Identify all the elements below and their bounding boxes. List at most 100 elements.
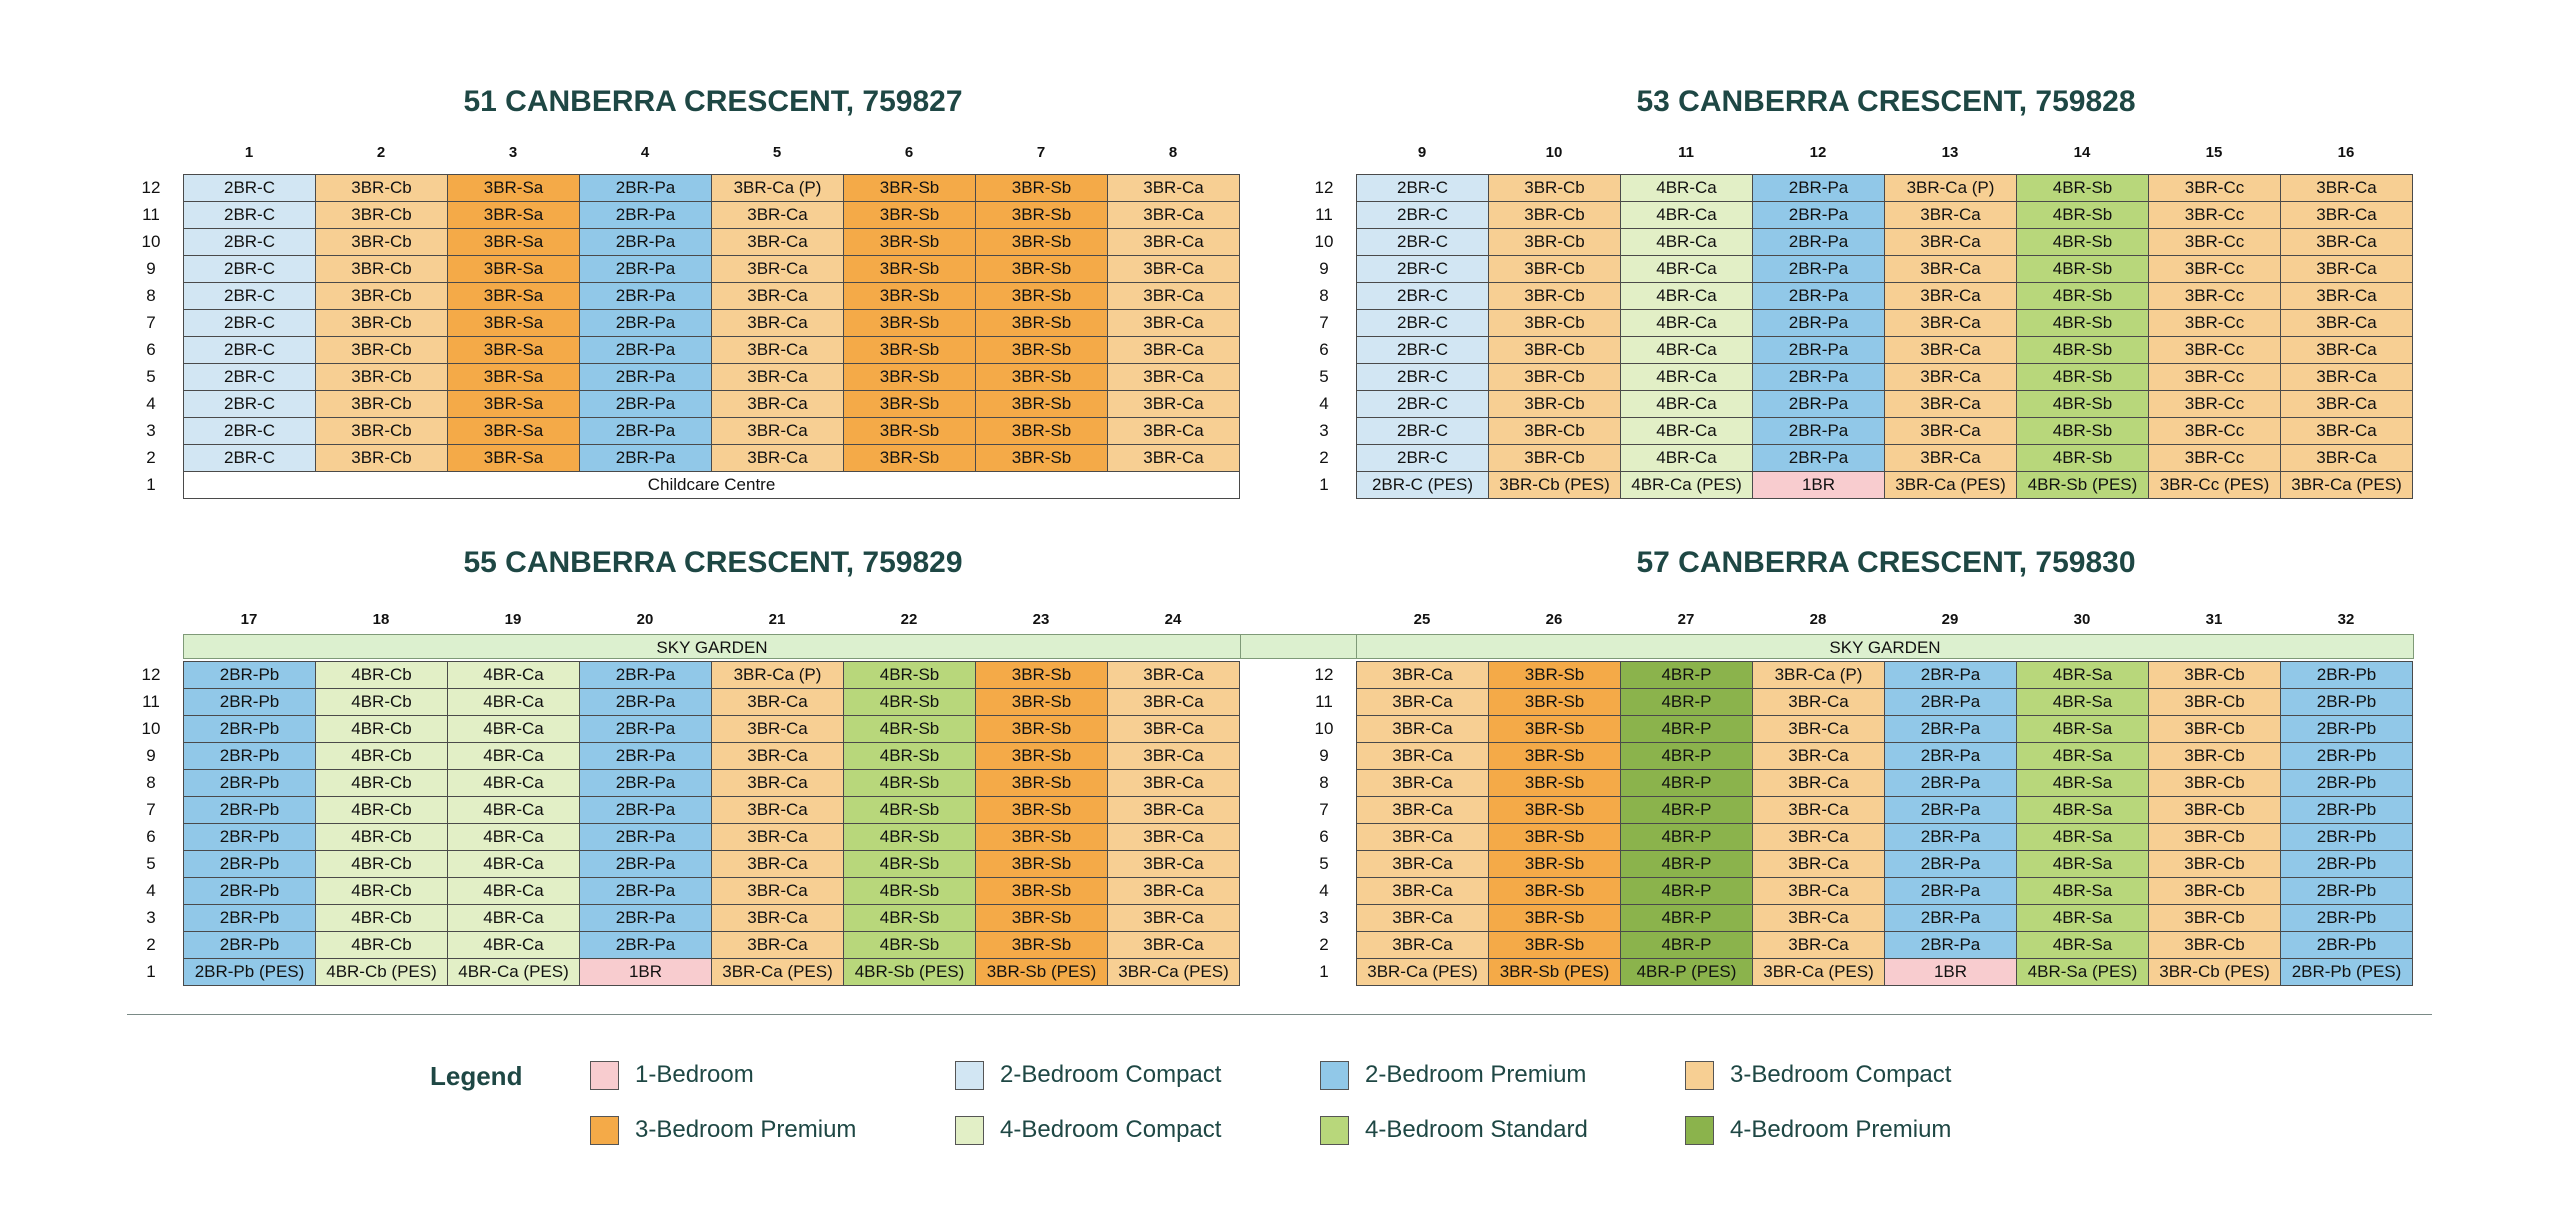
unit-cell: 4BR-Cb (316, 689, 448, 716)
column-header: 17 (240, 611, 258, 628)
unit-cell: 3BR-Ca (1108, 202, 1240, 229)
legend-item: 3-Bedroom Compact (1685, 1060, 1951, 1090)
unit-cell: 4BR-Cb (316, 932, 448, 959)
unit-cell: 3BR-Cb (316, 202, 448, 229)
unit-cell: 3BR-Ca (2281, 310, 2413, 337)
unit-cell: 3BR-Cb (1489, 391, 1621, 418)
legend-label: 1-Bedroom (635, 1061, 754, 1088)
unit-cell: 3BR-Ca (1885, 283, 2017, 310)
unit-cell: 2BR-Pb (184, 851, 316, 878)
unit-cell: 3BR-Ca (2281, 283, 2413, 310)
unit-cell: 4BR-P (1621, 797, 1753, 824)
unit-cell: 3BR-Ca (1357, 851, 1489, 878)
floor-label: 10 (1314, 232, 1334, 251)
unit-cell: 3BR-Cc (2149, 229, 2281, 256)
floor-label: 2 (146, 448, 156, 467)
unit-cell: 2BR-C (184, 283, 316, 310)
unit-cell: 3BR-Cb (1489, 202, 1621, 229)
unit-cell-ground: 3BR-Ca (PES) (1885, 472, 2017, 499)
unit-cell: 3BR-Ca (2281, 391, 2413, 418)
floor-label: 1 (1319, 962, 1329, 981)
floor-label: 9 (1319, 259, 1329, 278)
floor-label: 8 (1319, 773, 1329, 792)
unit-cell: 3BR-Sb (1489, 905, 1621, 932)
column-header: 15 (2205, 144, 2223, 161)
legend-item: 4-Bedroom Compact (955, 1115, 1221, 1145)
unit-cell: 4BR-Sa (2017, 743, 2149, 770)
unit-cell: 4BR-Sa (2017, 878, 2149, 905)
unit-cell: 2BR-Pa (1753, 337, 1885, 364)
unit-cell: 2BR-Pa (1885, 662, 2017, 689)
floor-label: 4 (1319, 881, 1329, 900)
unit-cell-ground: 3BR-Cb (PES) (2149, 959, 2281, 986)
unit-cell: 2BR-Pa (580, 310, 712, 337)
unit-cell: 3BR-Ca (1753, 797, 1885, 824)
unit-cell: 4BR-Cb (316, 662, 448, 689)
unit-cell: 3BR-Sb (976, 770, 1108, 797)
unit-cell: 3BR-Ca (2281, 418, 2413, 445)
floor-label: 12 (141, 665, 161, 684)
column-header: 10 (1545, 144, 1563, 161)
unit-cell: 2BR-Pa (580, 337, 712, 364)
floor-label: 1 (146, 962, 156, 981)
legend-swatch (590, 1060, 619, 1090)
floor-label: 12 (1314, 665, 1334, 684)
unit-cell: 4BR-Sa (2017, 770, 2149, 797)
unit-cell: 2BR-Pa (580, 716, 712, 743)
unit-cell: 3BR-Cb (1489, 445, 1621, 472)
unit-cell: 4BR-Sb (844, 689, 976, 716)
unit-cell: 2BR-Pa (1753, 364, 1885, 391)
unit-cell: 4BR-P (1621, 851, 1753, 878)
unit-cell: 3BR-Sa (448, 445, 580, 472)
unit-cell: 3BR-Ca (1108, 662, 1240, 689)
unit-cell: 2BR-Pb (2281, 878, 2413, 905)
floor-label: 11 (1315, 205, 1333, 224)
floor-label: 3 (146, 908, 156, 927)
unit-cell: 4BR-Sb (2017, 445, 2149, 472)
unit-cell: 4BR-Sb (844, 905, 976, 932)
unit-cell: 4BR-Sb (844, 797, 976, 824)
unit-cell: 3BR-Cb (316, 229, 448, 256)
unit-cell: 4BR-Ca (1621, 445, 1753, 472)
unit-cell: 3BR-Sb (844, 175, 976, 202)
unit-cell: 3BR-Cb (2149, 905, 2281, 932)
unit-cell: 3BR-Sb (976, 445, 1108, 472)
unit-cell: 3BR-Ca (1108, 445, 1240, 472)
unit-cell: 3BR-Sa (448, 391, 580, 418)
unit-cell: 2BR-Pa (580, 878, 712, 905)
unit-cell: 3BR-Ca (1357, 689, 1489, 716)
unit-cell: 3BR-Sb (844, 337, 976, 364)
floor-label: 3 (146, 421, 156, 440)
unit-cell-ground: 3BR-Sb (PES) (1489, 959, 1621, 986)
unit-cell: 4BR-Ca (448, 905, 580, 932)
unit-cell: 3BR-Ca (1108, 878, 1240, 905)
column-header: 8 (1168, 144, 1178, 161)
unit-cell: 3BR-Ca (712, 905, 844, 932)
unit-cell: 3BR-Sb (976, 716, 1108, 743)
unit-cell: 3BR-Ca (1885, 202, 2017, 229)
legend-label: 2-Bedroom Compact (1000, 1061, 1222, 1088)
unit-cell: 4BR-Cb (316, 797, 448, 824)
unit-grid-53: 2BR-C 3BR-Cb 4BR-Ca 2BR-Pa 3BR-Ca (P) 4BR-Sb 3… (1356, 174, 2413, 499)
unit-cell: 2BR-Pb (184, 743, 316, 770)
unit-cell: 2BR-Pa (580, 445, 712, 472)
unit-cell: 4BR-Sa (2017, 905, 2149, 932)
unit-cell: 4BR-Sb (844, 716, 976, 743)
unit-cell: 3BR-Ca (1357, 716, 1489, 743)
unit-cell: 2BR-Pa (1753, 256, 1885, 283)
legend-item: 1-Bedroom (590, 1060, 754, 1090)
unit-cell: 3BR-Cb (316, 256, 448, 283)
unit-cell: 4BR-Sb (844, 770, 976, 797)
unit-cell: 3BR-Sb (976, 878, 1108, 905)
sky-garden-55: SKY GARDEN (183, 634, 1241, 659)
unit-cell-ground: 3BR-Ca (PES) (2281, 472, 2413, 499)
unit-cell: 2BR-Pb (184, 824, 316, 851)
unit-cell: 3BR-Ca (1357, 743, 1489, 770)
unit-cell: 4BR-Cb (316, 878, 448, 905)
unit-cell: 3BR-Cb (1489, 229, 1621, 256)
unit-cell: 3BR-Cb (2149, 851, 2281, 878)
unit-cell: 3BR-Ca (1357, 797, 1489, 824)
column-header: 3 (508, 144, 518, 161)
legend-swatch (1685, 1060, 1714, 1090)
unit-cell: 3BR-Ca (1753, 878, 1885, 905)
